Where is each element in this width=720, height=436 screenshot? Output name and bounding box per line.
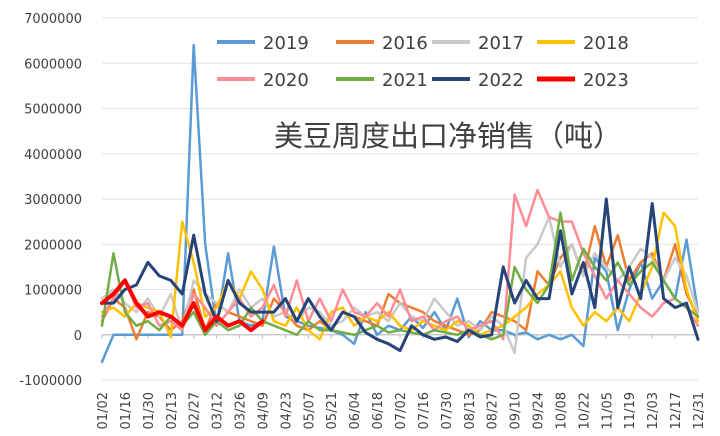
y-tick-label: 5000000 [24, 103, 82, 118]
y-tick-label: 0 [74, 329, 82, 344]
x-tick-label: 11/05 [600, 392, 615, 429]
x-tick-label: 01/02 [96, 392, 111, 429]
x-tick-label: 07/02 [394, 392, 409, 429]
x-axis: 01/02 01/16 01/30 02/13 02/27 03/12 03/26 04/09… [96, 334, 707, 429]
x-tick-label: 06/04 [348, 392, 363, 429]
x-tick-label: 01/16 [119, 392, 134, 429]
x-tick-label: 08/13 [463, 392, 478, 429]
y-tick-label: 2000000 [24, 238, 82, 253]
x-tick-label: 12/17 [669, 392, 684, 429]
x-tick-label: 06/18 [371, 392, 386, 429]
x-tick-label: 12/31 [692, 392, 707, 429]
x-tick-label: 04/23 [279, 392, 294, 429]
series-group [100, 43, 700, 364]
y-tick-label: 3000000 [24, 193, 82, 208]
legend-label-2019: 2019 [263, 33, 309, 54]
x-tick-label: 04/09 [256, 392, 271, 429]
x-tick-label: 05/21 [325, 392, 340, 429]
legend: 2019 2016 2017 2018 2020 2021 2022 2023 [217, 33, 629, 91]
legend-label-2017: 2017 [478, 33, 524, 54]
legend-label-2021: 2021 [382, 70, 428, 91]
x-tick-label: 09/10 [509, 392, 524, 429]
x-tick-label: 05/07 [302, 392, 317, 429]
x-tick-label: 12/03 [646, 392, 661, 429]
x-tick-label: 07/30 [440, 392, 455, 429]
x-tick-label: 11/19 [623, 392, 638, 429]
chart-title: 美豆周度出口净销售（吨） [274, 119, 622, 153]
x-tick-label: 02/27 [188, 392, 203, 429]
y-axis: -1000000 0 1000000 2000000 3000000 4000000 500… [19, 12, 82, 389]
legend-label-2022: 2022 [478, 70, 524, 91]
legend-label-2018: 2018 [583, 33, 629, 54]
x-tick-label: 07/16 [417, 392, 432, 429]
legend-label-2020: 2020 [263, 70, 309, 91]
y-tick-label: -1000000 [19, 374, 82, 389]
x-tick-label: 03/26 [234, 392, 249, 429]
legend-label-2016: 2016 [382, 33, 428, 54]
x-tick-label: 02/13 [165, 392, 180, 429]
y-tick-label: 6000000 [24, 57, 82, 72]
x-tick-label: 10/08 [554, 392, 569, 429]
series-line-2023 [100, 278, 265, 333]
x-tick-label: 08/27 [486, 392, 501, 429]
series-line-2022 [100, 197, 700, 353]
series-line-2018 [100, 211, 700, 341]
x-tick-label: 10/22 [577, 392, 592, 429]
x-tick-label: 01/30 [142, 392, 157, 429]
legend-label-2023: 2023 [583, 70, 629, 91]
y-tick-label: 1000000 [24, 284, 82, 299]
x-tick-label: 09/24 [532, 392, 547, 429]
x-tick-label: 03/12 [211, 392, 226, 429]
y-tick-label: 7000000 [24, 12, 82, 27]
y-tick-label: 4000000 [24, 148, 82, 163]
